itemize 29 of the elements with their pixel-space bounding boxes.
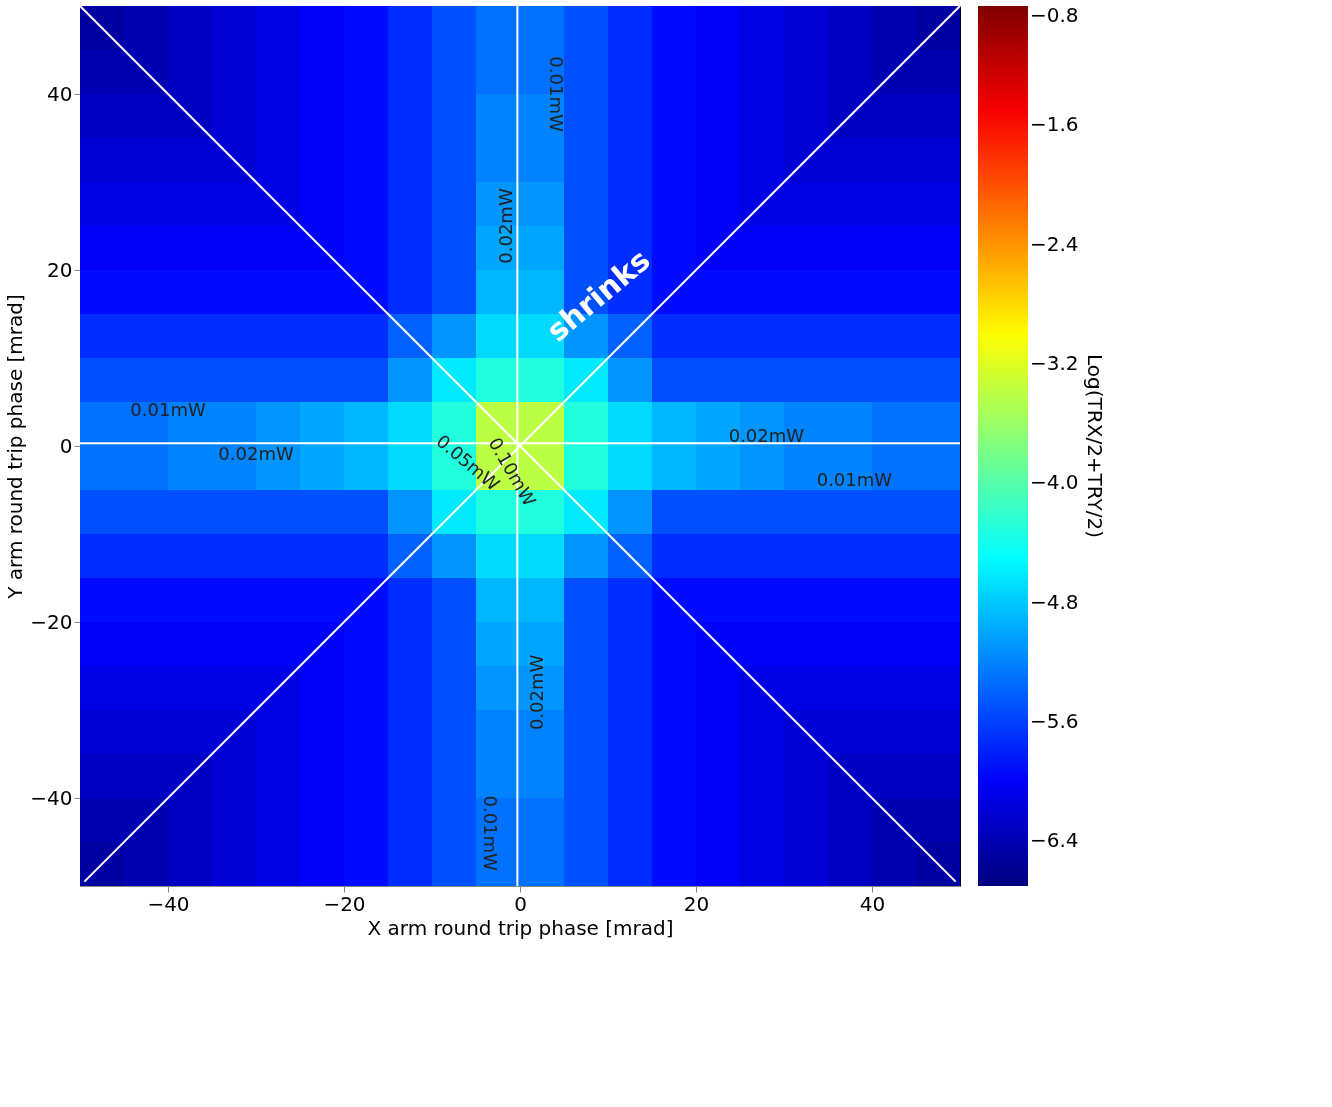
annotation: 0.01mW bbox=[546, 56, 568, 132]
y-tick-label: 40 bbox=[47, 81, 73, 106]
color-bar-label: −5.6 bbox=[1030, 708, 1079, 733]
annotation: 0.02mW bbox=[494, 188, 516, 264]
color-bar-label: −1.6 bbox=[1030, 112, 1079, 137]
color-bar-title: Log(TRX/2+TRY/2) bbox=[1083, 354, 1107, 538]
y-tick-label: −20 bbox=[30, 609, 73, 634]
x-tick-label: 0 bbox=[514, 891, 527, 916]
color-bar-label: −6.4 bbox=[1030, 828, 1079, 853]
annotation: 0.02mW bbox=[525, 654, 547, 731]
color-bar-label: −4.8 bbox=[1030, 589, 1079, 614]
color-bar-label: −2.4 bbox=[1030, 231, 1079, 256]
annotation: 0.01mW bbox=[816, 469, 893, 491]
annotation: 0.02mW bbox=[728, 425, 805, 447]
annotation: 0.02mW bbox=[218, 442, 294, 464]
color-bar-label: −0.8 bbox=[1030, 3, 1079, 27]
annotation: 0.01mW bbox=[130, 398, 206, 420]
x-tick-label: 20 bbox=[683, 891, 710, 916]
x-tick-label: −40 bbox=[147, 891, 190, 916]
y-tick-label: 20 bbox=[47, 257, 73, 282]
y-axis-title: Y arm round trip phase [mrad] bbox=[3, 294, 28, 600]
color-bar-label: −3.2 bbox=[1030, 350, 1079, 375]
x-tick-label: 40 bbox=[859, 891, 886, 916]
y-tick-label: −40 bbox=[30, 785, 73, 810]
annotation: 0.01mW bbox=[480, 795, 502, 872]
x-axis-title: X arm round trip phase [mrad] bbox=[367, 915, 674, 940]
y-tick-label: 0 bbox=[59, 433, 73, 458]
color-bar-label: −4.0 bbox=[1030, 470, 1079, 495]
x-tick-label: −20 bbox=[323, 891, 366, 916]
